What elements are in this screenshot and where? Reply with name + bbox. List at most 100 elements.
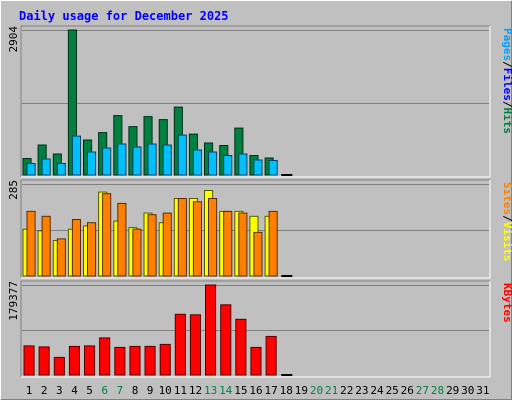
- bar-files-day-4: [71, 135, 82, 176]
- x-tick-label: 26: [401, 384, 414, 397]
- bar-files-day-12: [192, 149, 202, 176]
- bar-kbytes-day-11: [174, 313, 186, 376]
- bar-kbytes-day-7: [114, 346, 126, 376]
- bar-files-day-5: [87, 151, 97, 176]
- x-tick-label: 28: [431, 384, 444, 397]
- bar-sites-day-11: [177, 198, 187, 277]
- bar-kbytes-day-17: [265, 335, 277, 376]
- bar-kbytes-day-9: [144, 345, 156, 376]
- legend-entry: Files: [501, 68, 512, 101]
- x-tick-label: 10: [159, 384, 172, 397]
- x-tick-label: 2: [41, 384, 48, 397]
- bar-kbytes-day-2: [38, 346, 50, 376]
- legend-entry: KBytes: [501, 283, 512, 323]
- legend-entry: /: [501, 61, 512, 68]
- chart-panels: 2904 Pages/Files/Hits 285 Sites/Visits 17937…: [7, 25, 512, 378]
- current-day-marker: [281, 174, 293, 176]
- x-axis-labels: 1 2 3 4 5 6 7 8 9 10 11 12 13 14 15 16 17 18 19 20 21 22 23 24 2…: [26, 384, 490, 397]
- x-tick-label: 4: [71, 384, 78, 397]
- x-tick-label: 8: [132, 384, 139, 397]
- bar-sites-day-4: [71, 219, 82, 277]
- bar-files-day-1: [26, 163, 36, 176]
- x-tick-label: 30: [461, 384, 474, 397]
- x-tick-label: 22: [340, 384, 353, 397]
- bar-sites-day-15: [238, 212, 248, 277]
- bar-kbytes-day-13: [205, 284, 217, 376]
- bar-kbytes-day-10: [159, 343, 171, 376]
- x-tick-label: 11: [174, 384, 187, 397]
- panel-hits-files-pages: 2904 Pages/Files/Hits: [7, 25, 512, 178]
- bar-files-day-14: [223, 155, 233, 176]
- x-tick-label: 29: [446, 384, 459, 397]
- x-tick-label: 18: [280, 384, 293, 397]
- bar-files-day-17: [268, 160, 278, 176]
- bar-kbytes-day-5: [84, 345, 96, 376]
- bar-sites-day-16: [253, 231, 263, 277]
- x-tick-label: 13: [204, 384, 217, 397]
- y-max-label: 2904: [7, 26, 20, 53]
- bar-kbytes-day-12: [189, 314, 201, 376]
- x-tick-label: 15: [234, 384, 247, 397]
- legend-entry: Visits: [501, 222, 512, 262]
- legend-entry: /: [501, 215, 512, 222]
- bar-kbytes-day-14: [220, 304, 232, 376]
- x-tick-label: 21: [325, 384, 338, 397]
- x-tick-label: 1: [26, 384, 33, 397]
- x-tick-label: 14: [219, 384, 233, 397]
- panel-legend: Pages/Files/Hits: [501, 28, 512, 134]
- x-tick-label: 16: [249, 384, 262, 397]
- bar-sites-day-17: [268, 210, 278, 277]
- panel-legend: Sites/Visits: [501, 182, 512, 262]
- legend-entry: Hits: [501, 108, 512, 135]
- y-max-label: 285: [7, 180, 20, 200]
- bar-kbytes-day-6: [99, 337, 111, 376]
- bar-sites-day-3: [56, 238, 66, 277]
- current-day-marker: [281, 275, 293, 277]
- bar-sites-day-1: [26, 210, 36, 277]
- x-tick-label: 24: [370, 384, 384, 397]
- bar-sites-day-13: [208, 198, 218, 277]
- bar-files-day-8: [132, 146, 142, 176]
- x-tick-label: 3: [56, 384, 63, 397]
- x-tick-label: 27: [416, 384, 429, 397]
- bar-kbytes-day-8: [129, 345, 141, 376]
- legend-entry: /: [501, 101, 512, 108]
- bar-sites-day-8: [132, 228, 142, 277]
- x-tick-label: 25: [386, 384, 399, 397]
- bar-files-day-16: [253, 159, 263, 176]
- y-max-label: 179377: [7, 281, 20, 321]
- x-tick-label: 17: [264, 384, 277, 397]
- bar-sites-day-5: [87, 222, 97, 277]
- x-tick-label: 31: [476, 384, 489, 397]
- bar-sites-day-6: [102, 193, 112, 277]
- x-tick-label: 5: [86, 384, 93, 397]
- bar-files-day-2: [41, 158, 51, 176]
- bar-files-day-7: [117, 143, 127, 176]
- chart-title: Daily usage for December 2025: [19, 9, 229, 23]
- x-tick-label: 23: [355, 384, 368, 397]
- panel-visits-sites: 285 Sites/Visits: [7, 179, 512, 279]
- bar-files-day-10: [162, 144, 172, 176]
- panel-kbytes: 179377 KBytes: [7, 280, 512, 378]
- bar-kbytes-day-4: [68, 345, 81, 376]
- current-day-marker: [281, 374, 293, 376]
- bar-sites-day-7: [117, 202, 127, 277]
- bar-sites-day-9: [147, 214, 157, 277]
- bar-sites-day-10: [162, 212, 172, 277]
- x-tick-label: 9: [147, 384, 154, 397]
- bar-kbytes-day-16: [250, 346, 262, 376]
- x-tick-label: 7: [116, 384, 123, 397]
- bar-sites-day-14: [223, 210, 233, 277]
- bar-files-day-13: [208, 151, 218, 176]
- x-tick-label: 20: [310, 384, 323, 397]
- x-tick-label: 12: [189, 384, 202, 397]
- bar-kbytes-day-15: [235, 318, 247, 376]
- bar-files-day-3: [56, 163, 66, 176]
- bar-files-day-15: [238, 153, 248, 176]
- bar-files-day-9: [147, 143, 157, 176]
- bar-files-day-11: [177, 134, 187, 176]
- bar-files-day-6: [102, 147, 112, 176]
- bar-sites-day-12: [192, 201, 202, 277]
